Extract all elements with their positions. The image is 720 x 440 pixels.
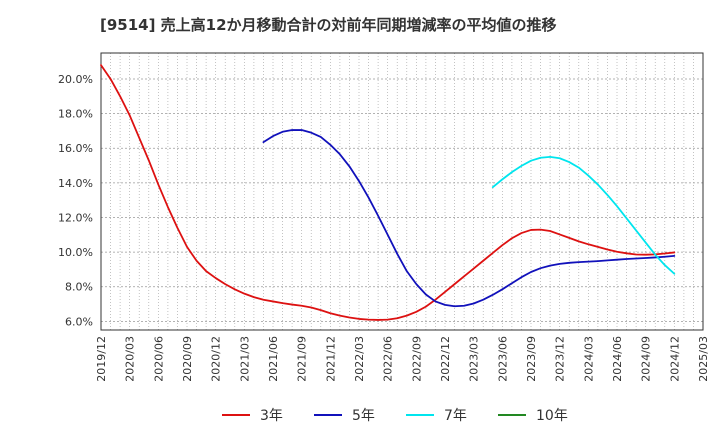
legend-item: 10年 [498, 404, 568, 426]
x-tick-label: 2021/09 [296, 336, 309, 382]
legend: 3年 5年 7年 10年 [0, 404, 720, 426]
legend-label: 10年 [536, 408, 568, 424]
x-axis-ticks: 2019/12 2020/03 2020/06 2020/09 2020/12 2021/… [95, 336, 710, 382]
series-line-5年 [262, 129, 676, 308]
x-tick-label: 2021/06 [267, 336, 280, 382]
x-tick-label: 2024/03 [582, 336, 595, 382]
y-axis-ticks: 6.0% 8.0% 10.0% 12.0% 14.0% 16.0% 18.0% 20.0% [58, 73, 93, 328]
y-tick-label: 12.0% [58, 211, 93, 224]
x-tick-label: 2020/09 [181, 336, 194, 382]
x-tick-label: 2021/12 [324, 336, 337, 382]
y-tick-label: 6.0% [65, 315, 93, 328]
legend-item: 3年 [222, 404, 283, 426]
legend-label: 7年 [444, 408, 467, 424]
x-tick-label: 2022/09 [410, 336, 423, 382]
x-tick-label: 2019/12 [95, 336, 108, 382]
y-tick-label: 20.0% [58, 73, 93, 86]
y-tick-label: 16.0% [58, 142, 93, 155]
chart-title: [9514] 売上高12か月移動合計の対前年同期増減率の平均値の推移 [100, 16, 557, 34]
y-tick-label: 18.0% [58, 108, 93, 121]
x-tick-label: 2023/03 [468, 336, 481, 382]
x-tick-label: 2024/09 [640, 336, 653, 382]
legend-swatch [406, 414, 434, 416]
y-tick-label: 10.0% [58, 246, 93, 259]
plot-background [101, 53, 703, 330]
series-line-3年 [100, 64, 676, 321]
x-tick-label: 2021/03 [238, 336, 251, 382]
x-tick-label: 2023/12 [554, 336, 567, 382]
x-tick-label: 2020/12 [210, 336, 223, 382]
legend-item: 5年 [314, 404, 375, 426]
y-tick-label: 8.0% [65, 281, 93, 294]
legend-item: 7年 [406, 404, 467, 426]
x-tick-label: 2020/06 [152, 336, 165, 382]
series-line-7年 [491, 155, 676, 275]
x-tick-label: 2023/09 [525, 336, 538, 382]
legend-label: 5年 [352, 408, 375, 424]
legend-swatch [314, 414, 342, 416]
series-lines [100, 64, 676, 321]
plot-frame [100, 52, 704, 331]
grid-lines [101, 53, 703, 330]
legend-swatch [222, 414, 250, 416]
x-tick-label: 2024/12 [668, 336, 681, 382]
x-tick-label: 2022/03 [353, 336, 366, 382]
legend-swatch [498, 414, 526, 416]
x-tick-label: 2020/03 [124, 336, 137, 382]
x-tick-label: 2022/12 [439, 336, 452, 382]
x-tick-label: 2022/06 [382, 336, 395, 382]
x-tick-label: 2023/06 [496, 336, 509, 382]
legend-label: 3年 [260, 408, 283, 424]
y-tick-label: 14.0% [58, 177, 93, 190]
x-tick-label: 2024/06 [611, 336, 624, 382]
x-tick-label: 2025/03 [697, 336, 710, 382]
